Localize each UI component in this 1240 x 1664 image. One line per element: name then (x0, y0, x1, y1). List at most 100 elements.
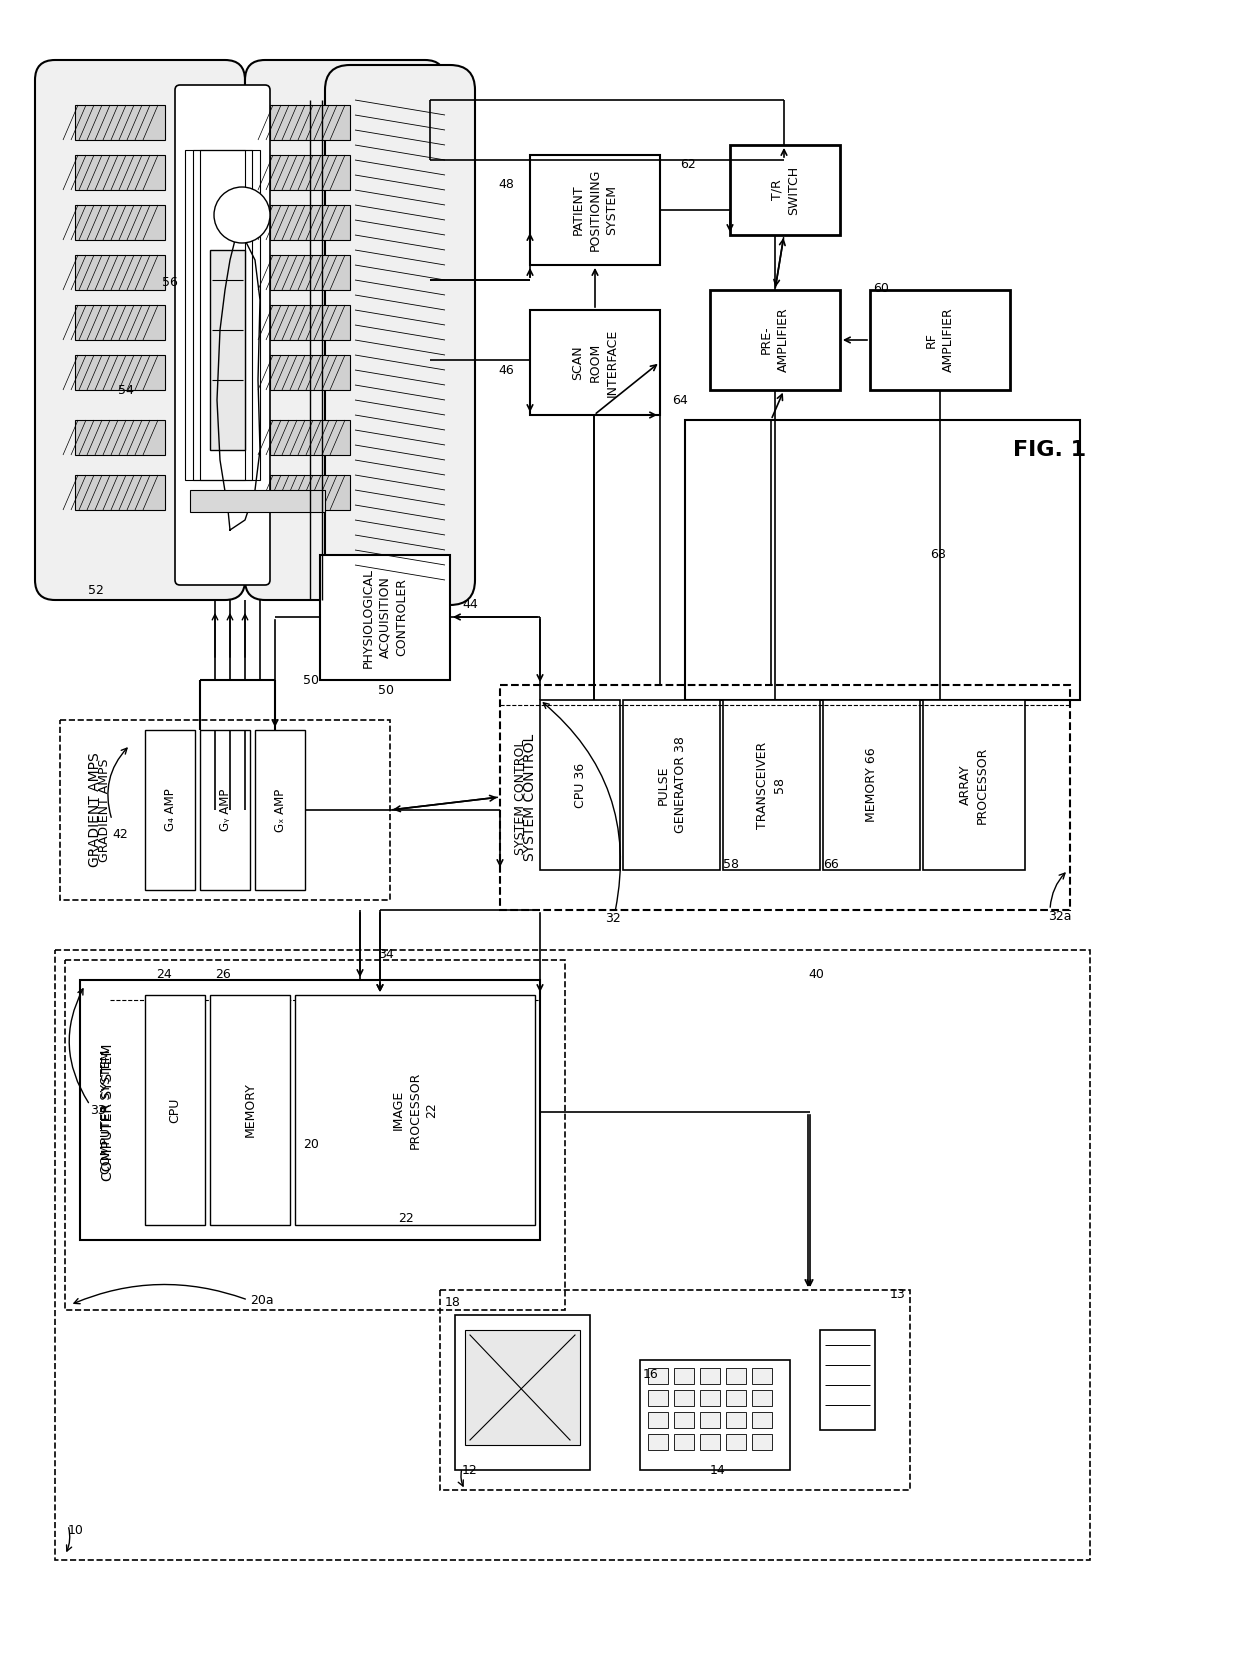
Text: 20: 20 (303, 1138, 319, 1151)
Bar (649, 1389, 668, 1406)
Text: 50: 50 (303, 674, 319, 687)
Bar (730, 145, 839, 235)
Text: 42: 42 (112, 829, 128, 842)
Text: 54: 54 (118, 383, 134, 396)
Text: 20a: 20a (250, 1293, 274, 1306)
Bar (270, 155, 350, 190)
Bar (60, 721, 391, 900)
Text: GRADIENT AMPS: GRADIENT AMPS (88, 752, 102, 867)
Bar (295, 995, 534, 1225)
FancyBboxPatch shape (325, 65, 475, 606)
Text: 24: 24 (156, 968, 172, 982)
Bar (529, 310, 660, 414)
Text: CPU: CPU (169, 1097, 181, 1123)
Text: 58: 58 (723, 859, 739, 872)
Bar (529, 155, 660, 265)
Bar (64, 960, 565, 1310)
Bar (649, 1434, 668, 1449)
Bar (193, 150, 252, 479)
Bar (751, 1389, 773, 1406)
Text: 34: 34 (378, 948, 394, 962)
Text: COMPUTER SYSTEM: COMPUTER SYSTEM (100, 1050, 114, 1175)
Bar (823, 701, 920, 870)
Text: GRADIENT AMPS: GRADIENT AMPS (98, 759, 112, 862)
Bar (81, 980, 539, 1240)
Bar (751, 1368, 773, 1384)
Bar (270, 474, 350, 509)
Bar (684, 419, 1080, 701)
Bar (145, 995, 205, 1225)
Bar (870, 290, 1011, 389)
FancyBboxPatch shape (175, 85, 270, 586)
Bar (320, 556, 450, 681)
Bar (711, 290, 839, 389)
Text: 66: 66 (823, 859, 838, 872)
Bar (200, 730, 250, 890)
Bar (701, 1368, 720, 1384)
Bar (210, 995, 290, 1225)
Text: T/R
SWITCH: T/R SWITCH (770, 165, 800, 215)
Bar (74, 305, 165, 339)
FancyBboxPatch shape (35, 60, 246, 601)
Bar (74, 105, 165, 140)
Bar (675, 1368, 694, 1384)
Bar (255, 730, 305, 890)
Text: 60: 60 (873, 281, 889, 295)
Text: 68: 68 (930, 549, 946, 561)
Text: SCAN
ROOM
INTERFACE: SCAN ROOM INTERFACE (572, 328, 619, 396)
Bar (74, 205, 165, 240)
Bar (55, 950, 1090, 1561)
Bar (74, 419, 165, 454)
Text: 14: 14 (711, 1464, 725, 1476)
Text: Gᵧ AMP: Gᵧ AMP (218, 789, 232, 832)
Text: PULSE
GENERATOR 38: PULSE GENERATOR 38 (656, 737, 687, 834)
Text: PRE-
AMPLIFIER: PRE- AMPLIFIER (760, 308, 790, 373)
Text: 48: 48 (498, 178, 513, 191)
Text: ARRAY
PROCESSOR: ARRAY PROCESSOR (959, 747, 990, 824)
Text: PHYSIOLOGICAL
ACQUISITION
CONTROLER: PHYSIOLOGICAL ACQUISITION CONTROLER (362, 567, 408, 667)
Text: FIG. 1: FIG. 1 (1013, 439, 1086, 459)
Text: 44: 44 (463, 599, 477, 611)
Bar (74, 155, 165, 190)
Text: 46: 46 (498, 363, 513, 376)
Text: 13: 13 (890, 1288, 905, 1301)
Bar (725, 1434, 746, 1449)
Text: SYSTEM CONTROL: SYSTEM CONTROL (523, 734, 537, 860)
Text: CPU 36: CPU 36 (573, 762, 587, 807)
Text: 22: 22 (398, 1211, 414, 1225)
Text: Gₓ AMP: Gₓ AMP (274, 789, 286, 832)
Text: MEMORY: MEMORY (243, 1083, 257, 1138)
Text: 32a: 32a (1048, 910, 1071, 922)
Circle shape (215, 186, 270, 243)
Bar (675, 1389, 694, 1406)
Bar (440, 1290, 910, 1489)
Text: 18: 18 (445, 1296, 461, 1310)
Bar (649, 1368, 668, 1384)
Bar (725, 1389, 746, 1406)
Bar (455, 1315, 590, 1469)
Text: MEMORY 66: MEMORY 66 (866, 747, 878, 822)
Bar (725, 1413, 746, 1428)
Text: 56: 56 (162, 276, 177, 290)
Bar (270, 255, 350, 290)
Bar (701, 1389, 720, 1406)
Text: IMAGE
PROCESSOR
22: IMAGE PROCESSOR 22 (392, 1072, 439, 1148)
Text: 16: 16 (644, 1368, 658, 1381)
Bar (675, 1413, 694, 1428)
Text: 32: 32 (605, 912, 621, 925)
Bar (640, 1359, 790, 1469)
Bar (923, 701, 1025, 870)
FancyBboxPatch shape (246, 60, 445, 601)
Text: 26: 26 (215, 968, 231, 982)
Bar (725, 1368, 746, 1384)
Text: 50: 50 (378, 684, 394, 697)
Bar (270, 305, 350, 339)
Text: RF
AMPLIFIER: RF AMPLIFIER (925, 308, 955, 373)
Text: SYSTEM CONTROL: SYSTEM CONTROL (513, 739, 527, 855)
Text: COMPUTER SYSTEM: COMPUTER SYSTEM (100, 1043, 115, 1181)
Bar (74, 474, 165, 509)
Bar (190, 489, 325, 513)
Bar (270, 105, 350, 140)
Text: 52: 52 (88, 584, 104, 596)
Bar (751, 1434, 773, 1449)
